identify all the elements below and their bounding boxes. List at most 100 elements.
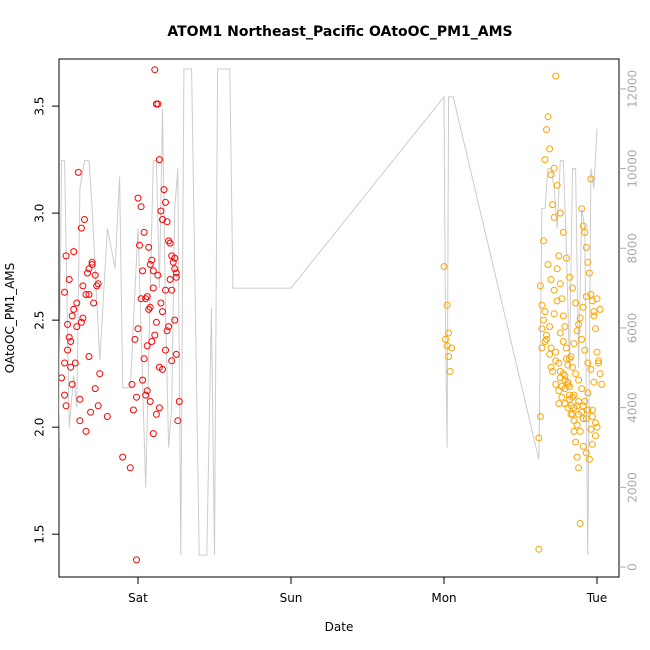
data-point xyxy=(546,350,554,358)
data-point xyxy=(77,224,85,232)
data-point xyxy=(593,295,601,303)
data-point xyxy=(556,368,564,375)
y-tick-label: 2.5 xyxy=(33,311,47,330)
data-point xyxy=(171,316,179,324)
data-point xyxy=(595,359,602,367)
data-point xyxy=(590,312,598,320)
data-point xyxy=(155,363,163,371)
data-point xyxy=(166,276,174,283)
x-tick-label: Sat xyxy=(128,591,148,605)
data-point xyxy=(73,299,81,307)
data-point xyxy=(65,333,73,341)
data-point xyxy=(174,417,182,425)
data-point xyxy=(567,353,575,360)
data-point xyxy=(82,291,90,298)
data-point xyxy=(140,355,148,363)
data-point xyxy=(582,243,590,251)
data-point xyxy=(157,299,165,307)
data-point xyxy=(579,415,587,423)
data-point xyxy=(152,318,160,326)
data-point xyxy=(541,308,549,316)
data-point xyxy=(136,241,143,249)
data-point xyxy=(590,308,598,316)
data-point xyxy=(143,342,151,350)
data-point xyxy=(84,269,91,277)
data-point xyxy=(547,344,555,352)
data-point xyxy=(559,338,567,345)
data-point xyxy=(538,344,546,352)
data-point xyxy=(73,323,81,331)
data-point xyxy=(570,340,578,348)
data-point xyxy=(163,327,171,335)
y2-tick-label: 10000 xyxy=(626,149,640,187)
data-point xyxy=(175,398,183,405)
data-point xyxy=(593,348,601,356)
data-point xyxy=(573,453,581,461)
y2-tick-label: 4000 xyxy=(626,392,640,423)
data-point xyxy=(146,398,154,405)
plot-frame xyxy=(58,58,620,578)
data-point xyxy=(81,216,88,223)
data-point xyxy=(445,329,453,337)
data-point xyxy=(552,380,560,388)
data-point xyxy=(569,284,576,292)
data-point xyxy=(162,198,169,206)
data-point xyxy=(62,252,70,260)
data-point xyxy=(559,228,567,236)
data-point xyxy=(446,368,454,375)
data-point xyxy=(544,113,552,121)
data-point xyxy=(535,545,543,553)
data-point xyxy=(536,413,544,420)
data-point xyxy=(154,100,162,108)
data-point xyxy=(552,357,560,365)
data-point xyxy=(79,282,87,290)
data-point xyxy=(543,335,550,343)
data-point xyxy=(94,280,102,288)
x-axis: Sat Sun Mon Tue xyxy=(128,576,607,605)
data-point xyxy=(592,432,599,440)
y-axis-label: OAtoOC_PM1_AMS xyxy=(3,263,17,374)
x-axis-label: Date xyxy=(325,620,354,634)
data-point xyxy=(561,376,569,384)
data-point xyxy=(570,417,578,425)
data-point xyxy=(544,261,552,268)
data-point xyxy=(88,261,96,268)
data-point xyxy=(576,427,584,435)
data-point xyxy=(94,402,102,410)
y-tick-label: 2.0 xyxy=(33,418,47,437)
data-point xyxy=(584,389,592,397)
data-point xyxy=(546,145,554,153)
data-point xyxy=(149,284,157,292)
data-point xyxy=(131,335,139,343)
data-point xyxy=(159,308,166,316)
data-point xyxy=(91,385,99,393)
data-point xyxy=(573,327,581,335)
data-point xyxy=(584,406,592,414)
data-point xyxy=(593,423,601,431)
data-point xyxy=(550,213,558,221)
data-point xyxy=(538,325,546,333)
data-point xyxy=(547,363,555,371)
data-point xyxy=(582,449,590,457)
data-point xyxy=(595,357,602,365)
data-point xyxy=(540,237,547,245)
data-point xyxy=(148,256,156,264)
data-point xyxy=(585,455,593,463)
data-point xyxy=(91,271,99,279)
data-point xyxy=(566,273,573,281)
plot-area xyxy=(59,66,606,564)
data-point xyxy=(76,417,84,425)
data-point xyxy=(90,299,98,307)
data-point xyxy=(145,243,153,251)
data-point xyxy=(62,402,70,410)
data-point xyxy=(579,303,587,311)
data-point xyxy=(576,520,584,527)
data-point xyxy=(572,438,580,446)
data-point xyxy=(578,385,586,393)
data-point xyxy=(541,338,549,345)
data-point xyxy=(151,66,159,74)
data-point xyxy=(443,301,451,309)
data-point xyxy=(142,391,150,399)
x-tick-label: Mon xyxy=(431,591,456,605)
